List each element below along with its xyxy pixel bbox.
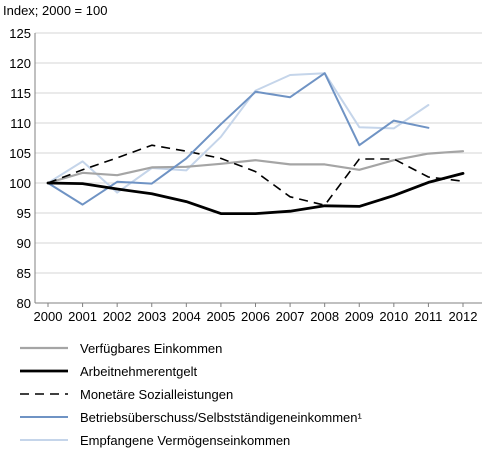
x-tick-label: 2006: [241, 309, 270, 324]
legend: Verfügbares Einkommen Arbeitnehmerentgelt…: [20, 341, 362, 448]
series-line: [47, 72, 430, 206]
legend-label: Betriebsüberschuss/Selbstständigeneinkom…: [80, 410, 362, 425]
legend-label: Arbeitnehmerentgelt: [80, 364, 197, 379]
series-line: [46, 150, 465, 185]
axes: [34, 33, 482, 307]
x-tick-label: 2005: [206, 309, 235, 324]
legend-label: Verfügbares Einkommen: [80, 341, 222, 356]
y-tick-label: 125: [9, 26, 31, 41]
gridlines: [35, 32, 482, 274]
x-tick-label: 2000: [34, 309, 63, 324]
legend-label: Empfangene Vermögenseinkommen: [80, 433, 290, 448]
legend-label: Monetäre Sozialleistungen: [80, 387, 233, 402]
y-tick-label: 105: [9, 146, 31, 161]
y-tick-label: 120: [9, 56, 31, 71]
x-tick-label: 2007: [276, 309, 305, 324]
x-tick-label: 2003: [137, 309, 166, 324]
x-tick-label: 2012: [449, 309, 478, 324]
y-tick-label: 80: [17, 296, 31, 311]
x-tick-label: 2001: [68, 309, 97, 324]
series-line: [47, 144, 464, 206]
series-line: [46, 171, 465, 216]
x-tick-label: 2002: [103, 309, 132, 324]
y-axis-label: Index; 2000 = 100: [3, 3, 107, 18]
x-tick-label: 2011: [414, 309, 442, 324]
series-lines: [46, 72, 465, 216]
y-tick-label: 100: [9, 176, 31, 191]
x-tick-labels: 2000 2001 2002 2003 2004 2005 2006 2007 2008 2009…: [34, 309, 478, 324]
y-tick-label: 90: [17, 236, 31, 251]
y-tick-label: 85: [17, 266, 31, 281]
y-tick-label: 115: [10, 86, 31, 101]
y-tick-labels: 80 85 90 95 100 105 110 115 120 125: [9, 26, 31, 311]
x-tick-label: 2004: [172, 309, 201, 324]
x-tick-label: 2009: [345, 309, 374, 324]
x-tick-label: 2008: [310, 309, 339, 324]
y-tick-label: 95: [17, 206, 31, 221]
y-tick-label: 110: [10, 116, 31, 131]
x-tick-label: 2010: [379, 309, 408, 324]
